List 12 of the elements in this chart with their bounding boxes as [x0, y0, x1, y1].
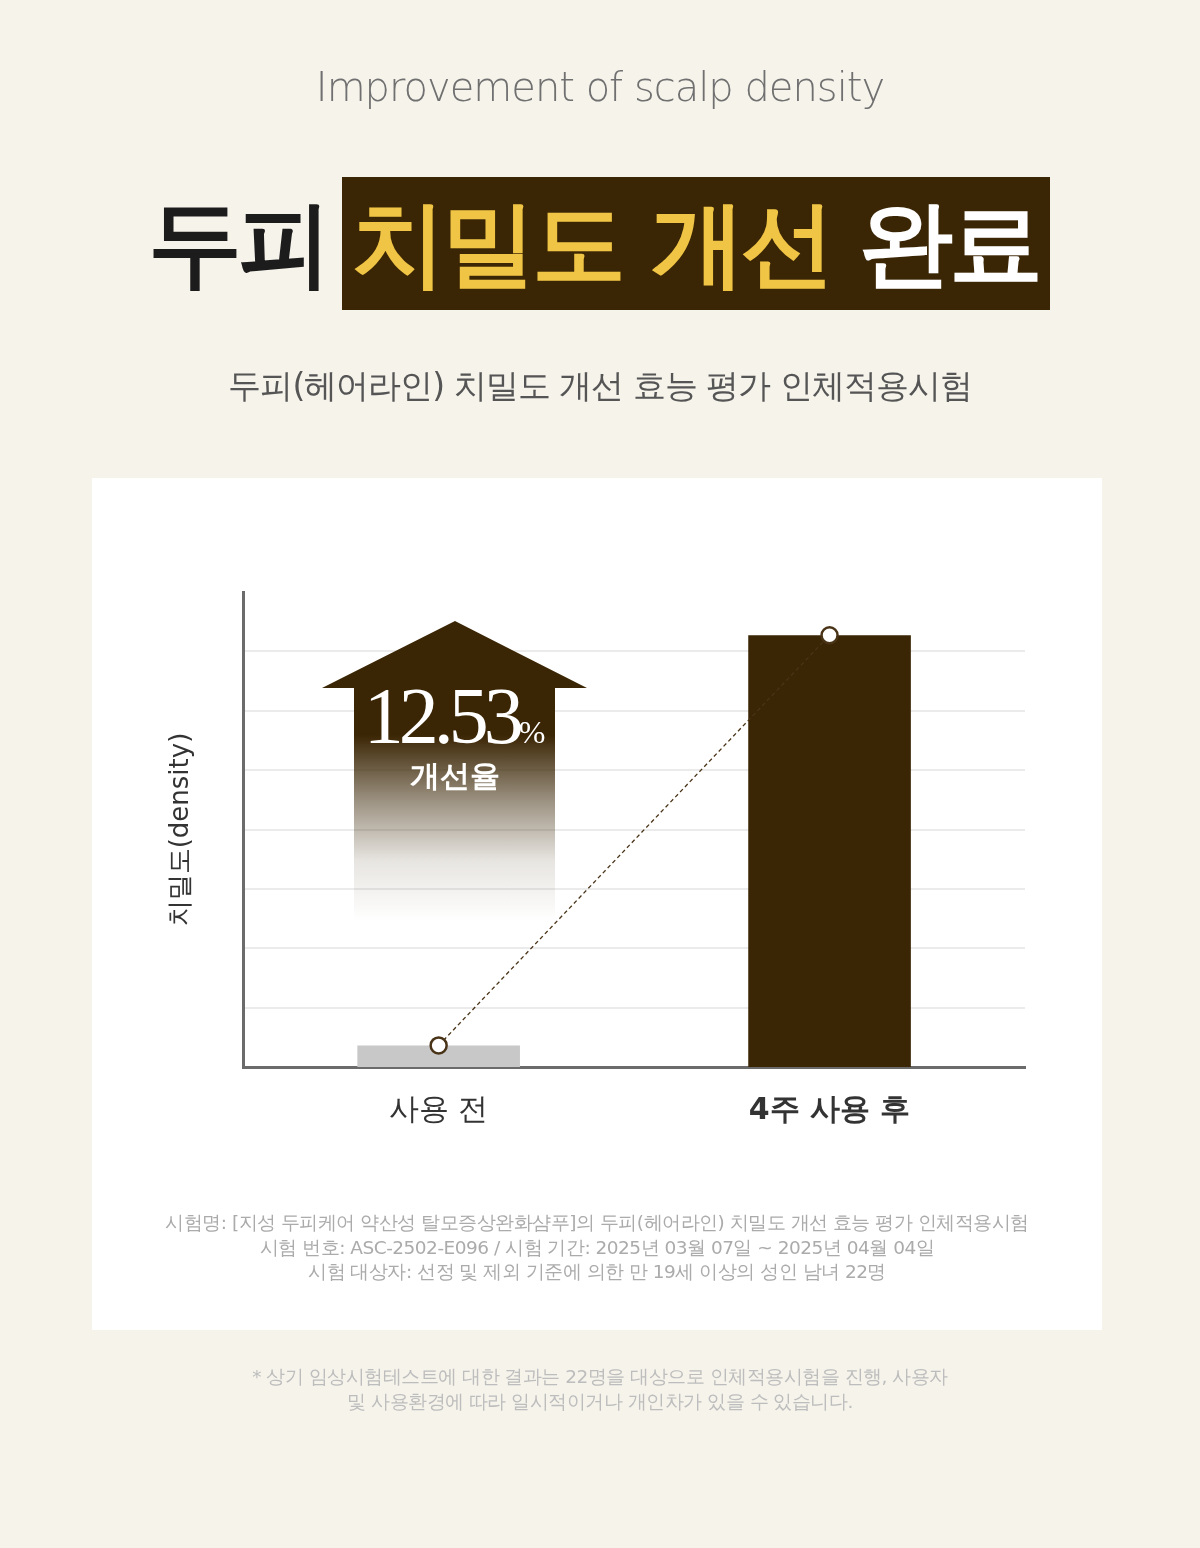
- chart-title: 두피 치밀도 개선 완료: [148, 189, 1040, 298]
- text: Improvement of scalp density: [314, 64, 886, 110]
- x-tick-label: 4주 사용 후: [748, 1090, 911, 1126]
- chart-subtitle: 두피(헤어라인) 치밀도 개선 효능 평가 인체적용시험: [227, 365, 973, 407]
- text: 시험 번호: ASC-2502-E096 / 시험 기간: 2025년 03월 07일 ~ 2025년 04월 04일: [258, 1235, 936, 1260]
- text: 시험명: [지성 두피케어 약산성 탈모증상완화샴푸]의 두피(헤어라인) 치밀도 개선 효능 평가 인체적용시험: [164, 1211, 1030, 1235]
- text: * 상기 임상시험테스트에 대한 결과는 22명을 대상으로 인체적용시험을 진행, 사용자 및 사용환경에 따라 일시적이거나 개인차가 있을 수 있습니다.: [251, 1365, 949, 1414]
- annotation: 개선율: [408, 758, 501, 794]
- annotation: 12.53%: [363, 672, 546, 760]
- x-tick-label: 사용 전: [388, 1090, 489, 1126]
- text: 시험 대상자: 선정 및 제외 기준에 의한 만 19세 이상의 성인 남녀 22명: [307, 1260, 887, 1284]
- y-axis-title: 치밀도(density): [164, 732, 195, 927]
